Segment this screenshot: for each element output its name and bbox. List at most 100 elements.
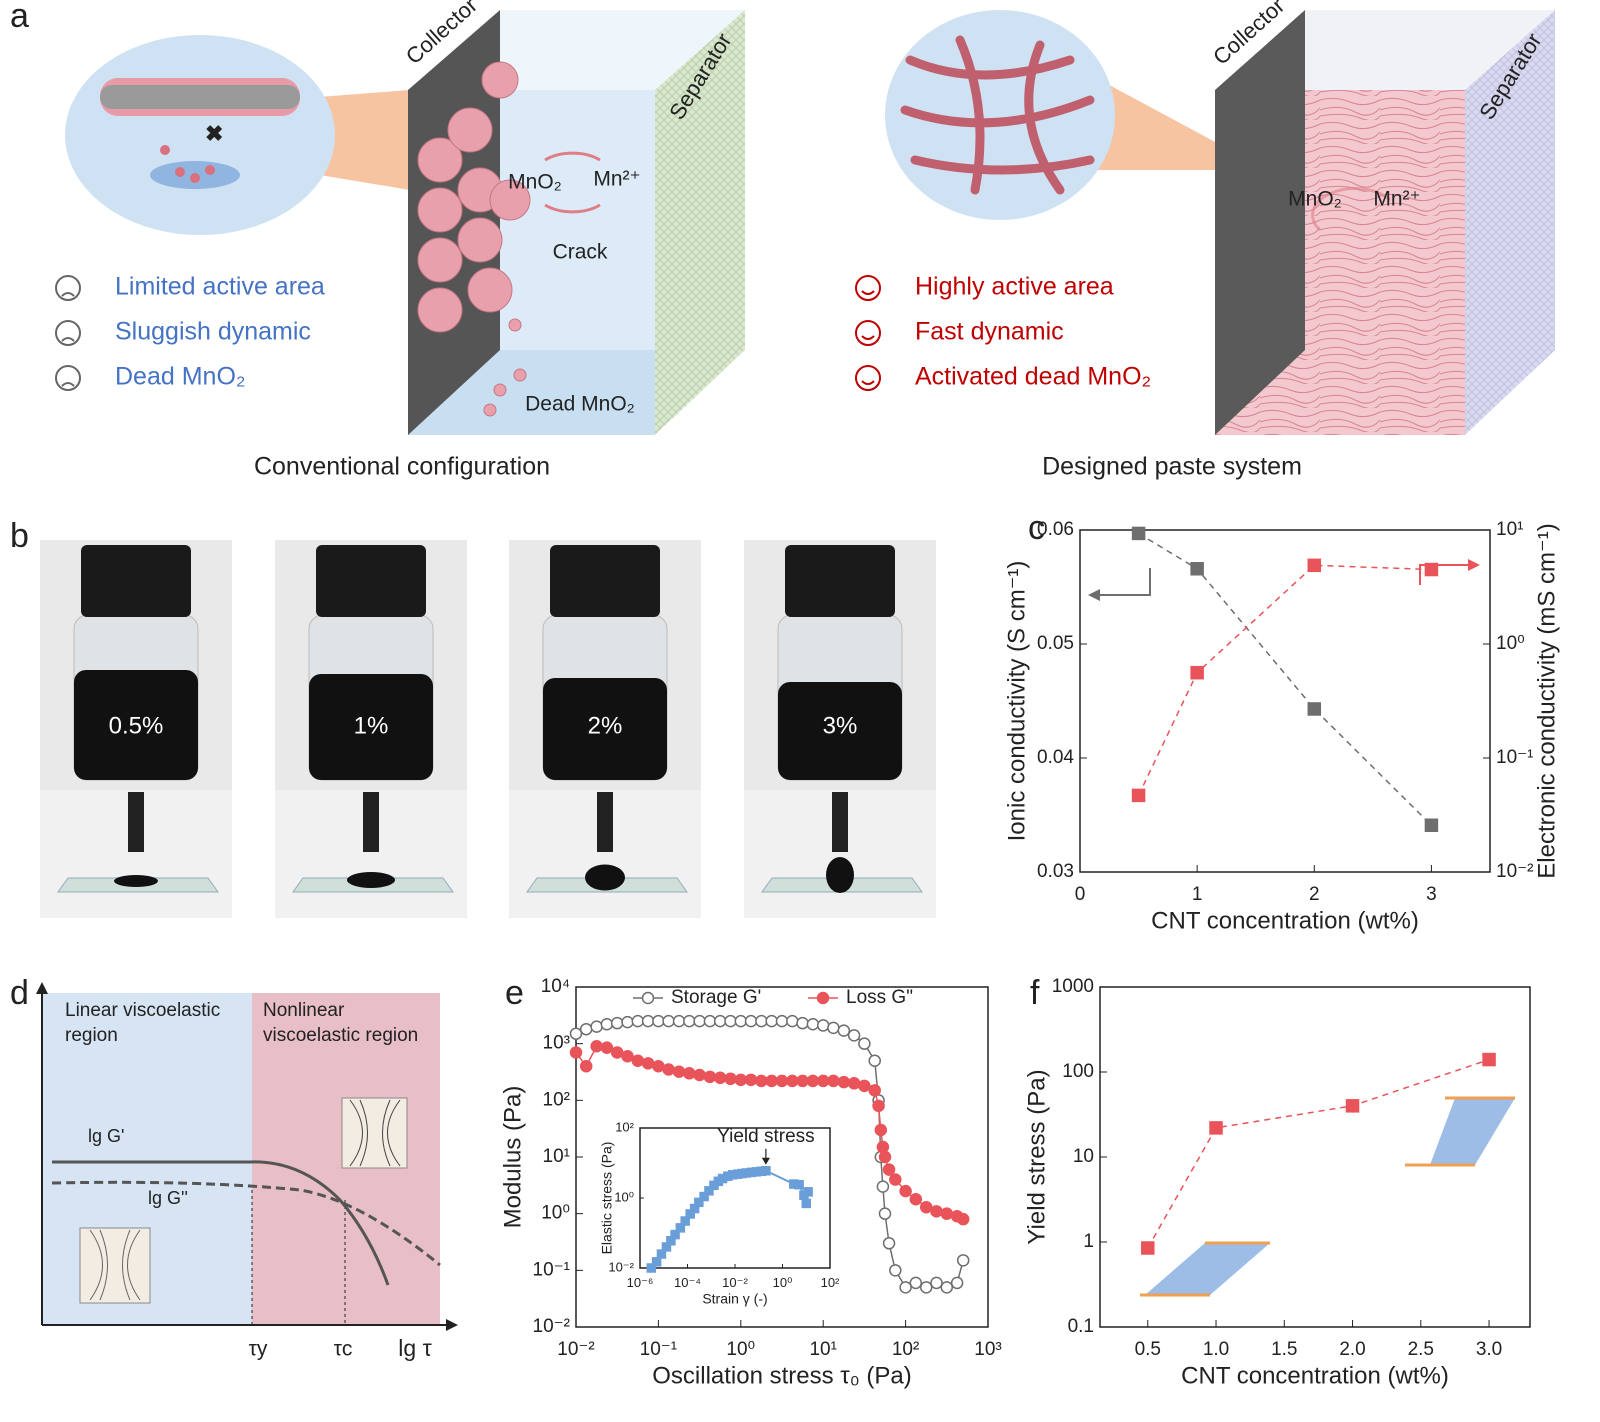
marker	[744, 1073, 758, 1087]
marker	[662, 1014, 675, 1028]
y-tick-label: 10⁻²	[533, 1316, 571, 1337]
marker	[631, 1014, 645, 1028]
x-tick-label: 10⁰	[726, 1339, 755, 1360]
marker	[600, 1018, 614, 1031]
designed-schematic: Collector Separator MnO₂ Mn²⁺ Highly act…	[855, 0, 1555, 481]
feature: Highly active area	[915, 273, 1114, 301]
series-line	[1137, 564, 1432, 796]
x-tick-label: 10⁻¹	[640, 1339, 678, 1360]
marker	[872, 1099, 885, 1113]
annotation: Yield stress	[717, 1126, 815, 1147]
y-tick-label: 10⁻²	[608, 1259, 634, 1274]
marker	[882, 1237, 896, 1250]
y2-axis-label: Electronic conductivity (mS cm⁻¹)	[1533, 523, 1560, 878]
marker	[713, 1014, 727, 1028]
marker	[775, 1014, 789, 1028]
marker	[656, 1249, 667, 1259]
x-tick-label: τy	[249, 1338, 268, 1361]
marker	[919, 1200, 933, 1214]
y-axis-label: Yield stress (Pa)	[1023, 1069, 1050, 1244]
marker	[1424, 818, 1439, 833]
marker	[816, 1074, 830, 1088]
marker	[806, 1074, 820, 1088]
x-axis-label: lg τ	[398, 1335, 431, 1361]
marker	[858, 1079, 871, 1093]
marker	[956, 1212, 970, 1226]
marker	[579, 1022, 593, 1036]
marker	[680, 1216, 690, 1226]
marker	[909, 1276, 923, 1290]
legend-marker	[641, 991, 655, 1005]
species-label: Mn²⁺	[593, 168, 640, 191]
droplet	[347, 872, 395, 888]
marker	[847, 1077, 861, 1090]
droplet	[826, 857, 854, 893]
annotation-arrowhead	[761, 1157, 770, 1165]
vial-cap	[316, 545, 426, 617]
conventional-schematic: ✖ Collector Separator MnO₂ Mn²⁺ Crack De…	[55, 0, 745, 481]
y-tick-label: 10⁴	[541, 976, 570, 997]
feature: Activated dead MnO₂	[915, 363, 1151, 391]
x-tick-label: 10⁻²	[557, 1339, 595, 1360]
marker	[703, 1014, 717, 1028]
legend-label: Loss G"	[846, 987, 913, 1008]
y-tick-label: 10²	[615, 1119, 634, 1134]
x-tick-label: 10¹	[809, 1339, 836, 1360]
marker	[775, 1074, 789, 1088]
marker	[899, 1184, 912, 1198]
marker	[940, 1207, 954, 1220]
region-label: Nonlinear viscoelastic region	[263, 1000, 419, 1046]
marker	[878, 1150, 892, 1164]
marker	[683, 1014, 696, 1028]
panel-label: c	[1028, 509, 1045, 547]
marker	[699, 1191, 709, 1202]
marker	[703, 1070, 717, 1084]
marker	[713, 1071, 727, 1085]
y-tick-label: 0.03	[1037, 861, 1074, 882]
rod	[363, 792, 379, 852]
y-tick-label: 10²	[543, 1089, 570, 1110]
marker	[837, 1075, 851, 1089]
photo-row: 0.5% 1% 2% 3%	[40, 540, 936, 918]
panel-label: f	[1030, 974, 1040, 1012]
marker	[882, 1163, 896, 1176]
marker	[724, 1072, 737, 1086]
marker	[610, 1016, 624, 1030]
x-tick-label: 10⁰	[773, 1275, 793, 1290]
x-axis-label: Oscillation stress τ₀ (Pa)	[652, 1363, 912, 1390]
x-tick-label: 2.0	[1339, 1339, 1365, 1360]
sample-label: 0.5%	[109, 712, 164, 739]
species-label: MnO₂	[508, 171, 562, 194]
marker	[693, 1014, 706, 1028]
region-label: Linear viscoelastic region	[65, 1000, 221, 1046]
marker	[868, 1084, 881, 1097]
marker	[874, 1123, 888, 1137]
marker	[858, 1037, 871, 1050]
marker	[899, 1281, 912, 1294]
y-axis-label: Ionic conductivity (S cm⁻¹)	[1003, 561, 1030, 842]
marker	[889, 1264, 902, 1277]
x-tick-label: τc	[334, 1338, 353, 1361]
marker	[590, 1020, 603, 1033]
marker	[672, 1065, 686, 1078]
curve-label: lg G'	[88, 1126, 124, 1146]
marker	[837, 1024, 851, 1037]
marker	[662, 1063, 675, 1076]
feature: Fast dynamic	[915, 318, 1064, 346]
marker	[651, 1257, 662, 1267]
marker	[1131, 788, 1146, 803]
marker	[765, 1014, 778, 1028]
marker	[806, 1018, 820, 1031]
panel-label: a	[10, 0, 29, 35]
marker	[940, 1281, 954, 1294]
y-tick-label: 0.04	[1037, 747, 1074, 768]
feature: Sluggish dynamic	[115, 318, 311, 346]
viscoelastic-diagram: lg G' lg G'' τy τc lg τ	[36, 982, 458, 1361]
y-tick-label: 1000	[1052, 976, 1094, 997]
marker	[909, 1192, 923, 1206]
marker	[1307, 702, 1322, 716]
y2-tick-label: 10⁻¹	[1496, 747, 1534, 768]
caption: Designed paste system	[1042, 453, 1302, 481]
y2-tick-label: 10¹	[1496, 519, 1523, 540]
